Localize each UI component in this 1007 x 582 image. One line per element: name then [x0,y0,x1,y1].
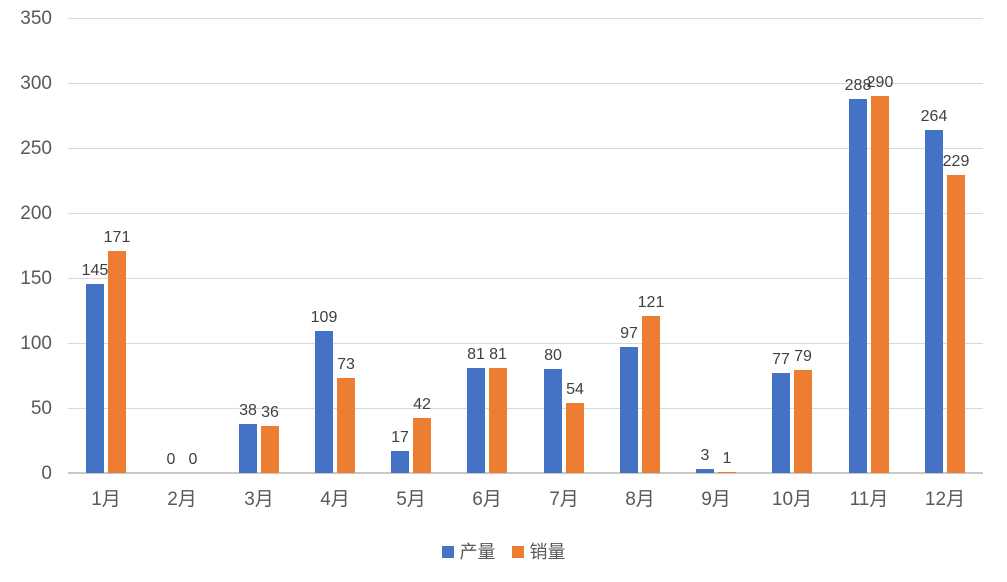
y-tick-label: 0 [41,463,52,484]
x-tick-label: 3月 [244,489,274,510]
gridline [68,343,983,344]
bar-sales [794,370,812,473]
bar-sales [108,251,126,473]
bar-value-label: 109 [310,309,338,326]
x-tick-label: 1月 [91,489,121,510]
bar-production [315,331,333,473]
bar-value-label: 121 [637,294,665,311]
gridline [68,83,983,84]
bar-value-label: 38 [239,402,257,419]
gridline [68,278,983,279]
x-axis-line [68,472,983,474]
bar-value-label: 97 [620,325,638,342]
bar-value-label: 3 [700,447,710,464]
bar-production [544,369,562,473]
bar-sales [871,96,889,473]
bar-sales [413,418,431,473]
bar-sales [718,472,736,473]
bar-sales [337,378,355,473]
bar-value-label: 73 [337,356,355,373]
bar-value-label: 80 [544,347,562,364]
bar-production [925,130,943,473]
gridline [68,213,983,214]
y-tick-label: 150 [20,268,52,289]
legend-marker-icon [441,546,454,558]
gridline [68,148,983,149]
x-tick-label: 12月 [924,489,966,510]
y-tick-label: 250 [20,138,52,159]
bar-value-label: 42 [413,396,431,413]
legend: 产量 销量 [0,543,1007,561]
legend-label: 销量 [529,542,566,562]
x-tick-label: 2月 [167,489,197,510]
x-tick-label: 8月 [625,489,655,510]
bar-value-label: 54 [566,381,584,398]
bar-production [849,99,867,473]
bar-value-label: 1 [722,450,732,467]
bar-value-label: 290 [866,74,894,91]
x-tick-label: 10月 [771,489,813,510]
bar-production [239,424,257,473]
y-tick-label: 350 [20,8,52,29]
y-tick-label: 50 [30,398,52,419]
x-tick-label: 9月 [701,489,731,510]
bar-sales [261,426,279,473]
legend-marker-icon [511,546,524,558]
bar-value-label: 79 [794,348,812,365]
gridline [68,408,983,409]
bar-production [696,469,714,473]
bar-production [772,373,790,473]
legend-label: 产量 [459,542,496,562]
bar-value-label: 145 [81,262,109,279]
y-tick-label: 200 [20,203,52,224]
bar-sales [489,368,507,473]
legend-item: 销量 [511,542,566,562]
bar-sales [642,316,660,473]
x-tick-label: 11月 [849,489,889,510]
y-tick-label: 300 [20,73,52,94]
bar-production [467,368,485,473]
bar-sales [566,403,584,473]
bar-production [391,451,409,473]
bar-value-label: 77 [772,351,790,368]
bar-value-label: 0 [188,451,198,468]
x-tick-label: 4月 [320,489,350,510]
bar-value-label: 264 [920,108,948,125]
bar-value-label: 81 [489,346,507,363]
bar-value-label: 81 [467,346,485,363]
bar-value-label: 17 [391,429,409,446]
x-tick-label: 6月 [472,489,502,510]
bar-value-label: 0 [166,451,176,468]
bar-production [86,284,104,473]
x-tick-label: 5月 [396,489,426,510]
bar-value-label: 36 [261,404,279,421]
x-tick-label: 7月 [549,489,579,510]
bar-value-label: 171 [103,229,131,246]
gridline [68,18,983,19]
y-tick-label: 100 [20,333,52,354]
bar-value-label: 288 [844,77,872,94]
bar-production [620,347,638,473]
bar-value-label: 229 [942,153,970,170]
legend-item: 产量 [441,542,496,562]
bar-sales [947,175,965,473]
